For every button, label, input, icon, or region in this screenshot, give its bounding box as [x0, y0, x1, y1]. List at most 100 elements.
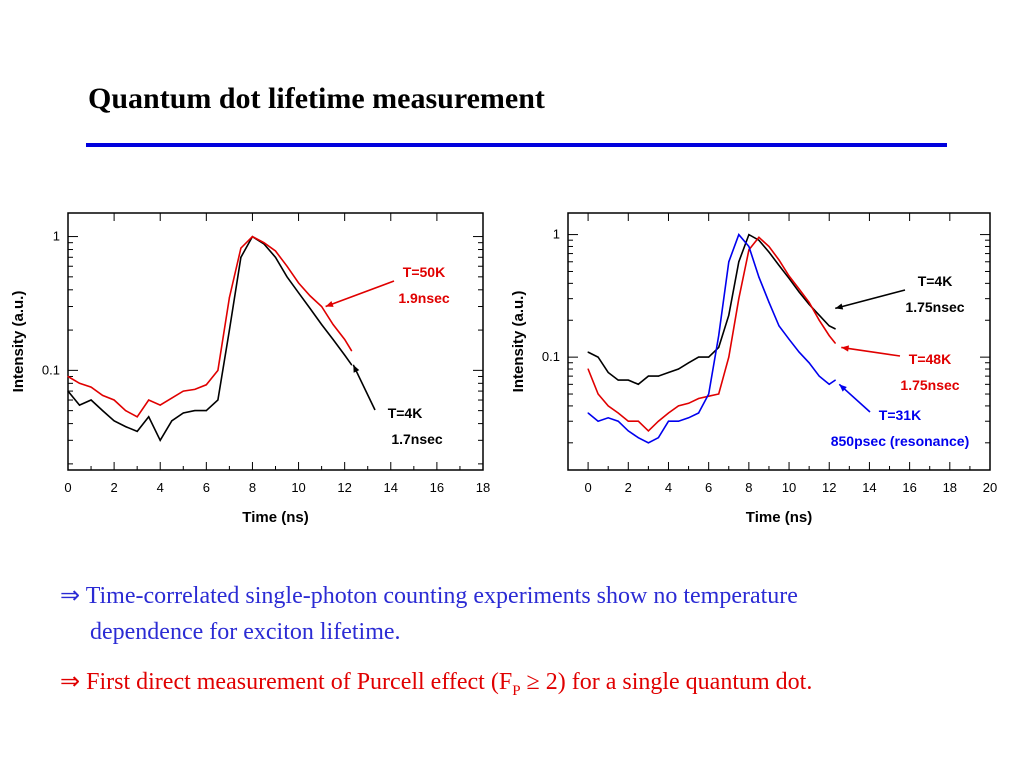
- y-tick-label: 0.1: [542, 349, 560, 364]
- data-point: [113, 420, 115, 422]
- bullet-temperature: ⇒ Time-correlated single-photon counting…: [60, 578, 960, 650]
- data-point: [113, 399, 115, 401]
- data-point: [627, 379, 629, 381]
- data-point: [78, 404, 81, 406]
- data-point: [240, 247, 242, 249]
- data-point: [657, 437, 660, 439]
- annotation-label: T=4K: [918, 273, 953, 289]
- x-tick-label: 8: [745, 480, 752, 495]
- series-line-2: [587, 233, 836, 444]
- data-point: [728, 261, 730, 263]
- data-point: [788, 275, 790, 277]
- data-point: [667, 420, 670, 422]
- annotation-arrowhead: [325, 301, 334, 307]
- data-point: [597, 420, 599, 422]
- series-line-0: [587, 233, 836, 386]
- annotation-label: T=4K: [388, 405, 423, 421]
- data-point: [587, 351, 589, 353]
- x-tick-label: 18: [476, 480, 490, 495]
- data-point: [251, 235, 254, 238]
- data-point: [309, 307, 311, 310]
- bullet-2-pre: First direct measurement of Purcell effe…: [86, 669, 513, 695]
- y-axis-label: Intensity (a.u.): [10, 291, 27, 393]
- x-tick-label: 10: [291, 480, 305, 495]
- data-point: [818, 319, 820, 321]
- data-point: [808, 301, 810, 303]
- x-tick-label: 10: [782, 480, 796, 495]
- data-point: [708, 356, 710, 358]
- y-tick-label: 0.1: [42, 362, 60, 377]
- data-point: [637, 437, 639, 439]
- annotation-arrowhead: [841, 345, 850, 352]
- data-point: [205, 410, 207, 412]
- data-point: [90, 386, 92, 388]
- data-point: [798, 351, 800, 353]
- data-point: [67, 375, 69, 378]
- annotation-label: 1.75nsec: [905, 299, 964, 315]
- data-point: [728, 356, 730, 358]
- data-point: [738, 233, 740, 236]
- title-underline: [86, 143, 947, 147]
- x-tick-label: 2: [110, 480, 117, 495]
- data-point: [698, 397, 700, 400]
- data-point: [617, 379, 619, 381]
- x-tick-label: 14: [384, 480, 398, 495]
- data-point: [125, 425, 127, 428]
- data-point: [217, 399, 219, 401]
- y-tick-label: 1: [553, 227, 560, 242]
- data-point: [321, 305, 323, 308]
- x-tick-label: 16: [902, 480, 916, 495]
- x-tick-label: 0: [64, 480, 71, 495]
- x-tick-label: 8: [249, 480, 256, 495]
- data-point: [828, 325, 830, 327]
- data-point: [667, 371, 670, 374]
- data-point: [182, 390, 184, 392]
- data-point: [718, 393, 720, 395]
- data-point: [818, 375, 820, 377]
- data-point: [350, 364, 353, 366]
- data-point: [788, 338, 790, 340]
- data-point: [171, 420, 173, 422]
- data-point: [274, 250, 277, 252]
- data-point: [67, 390, 69, 392]
- bullet-2-post: ≥ 2) for a single quantum dot.: [520, 669, 813, 695]
- data-point: [758, 239, 760, 241]
- data-point: [332, 338, 334, 341]
- data-point: [768, 251, 770, 253]
- data-point: [101, 410, 104, 412]
- annotation-arrowhead: [835, 303, 844, 310]
- data-point: [148, 416, 150, 418]
- annotation-arrowhead: [839, 384, 847, 392]
- bullet-1-line-2: dependence for exciton lifetime.: [90, 619, 401, 645]
- x-tick-label: 16: [430, 480, 444, 495]
- data-point: [597, 393, 599, 395]
- annotation-label: T=48K: [909, 351, 951, 367]
- x-axis-label: Time (ns): [746, 509, 812, 526]
- data-point: [687, 417, 690, 419]
- data-point: [205, 384, 207, 386]
- y-axis-label: Intensity (a.u.): [510, 291, 527, 393]
- data-point: [657, 420, 660, 422]
- annotation-arrow: [325, 280, 395, 308]
- annotation-label: 850psec (resonance): [831, 433, 970, 449]
- data-point: [159, 404, 161, 406]
- bullet-2-sub: P: [512, 682, 521, 699]
- data-point: [286, 276, 288, 278]
- data-point: [587, 368, 589, 370]
- data-point: [687, 402, 690, 404]
- arrow-icon: ⇒: [60, 583, 81, 609]
- data-point: [309, 295, 311, 297]
- annotation-label: T=50K: [403, 264, 445, 280]
- data-point: [778, 325, 780, 327]
- data-point: [828, 383, 830, 385]
- data-point: [637, 420, 639, 422]
- data-point: [125, 410, 127, 412]
- x-axis-label: Time (ns): [242, 509, 308, 526]
- data-point: [136, 416, 138, 418]
- data-point: [647, 430, 649, 432]
- data-point: [332, 323, 334, 326]
- annotation-arrowhead: [353, 364, 360, 373]
- data-point: [321, 323, 323, 326]
- x-tick-label: 12: [337, 480, 351, 495]
